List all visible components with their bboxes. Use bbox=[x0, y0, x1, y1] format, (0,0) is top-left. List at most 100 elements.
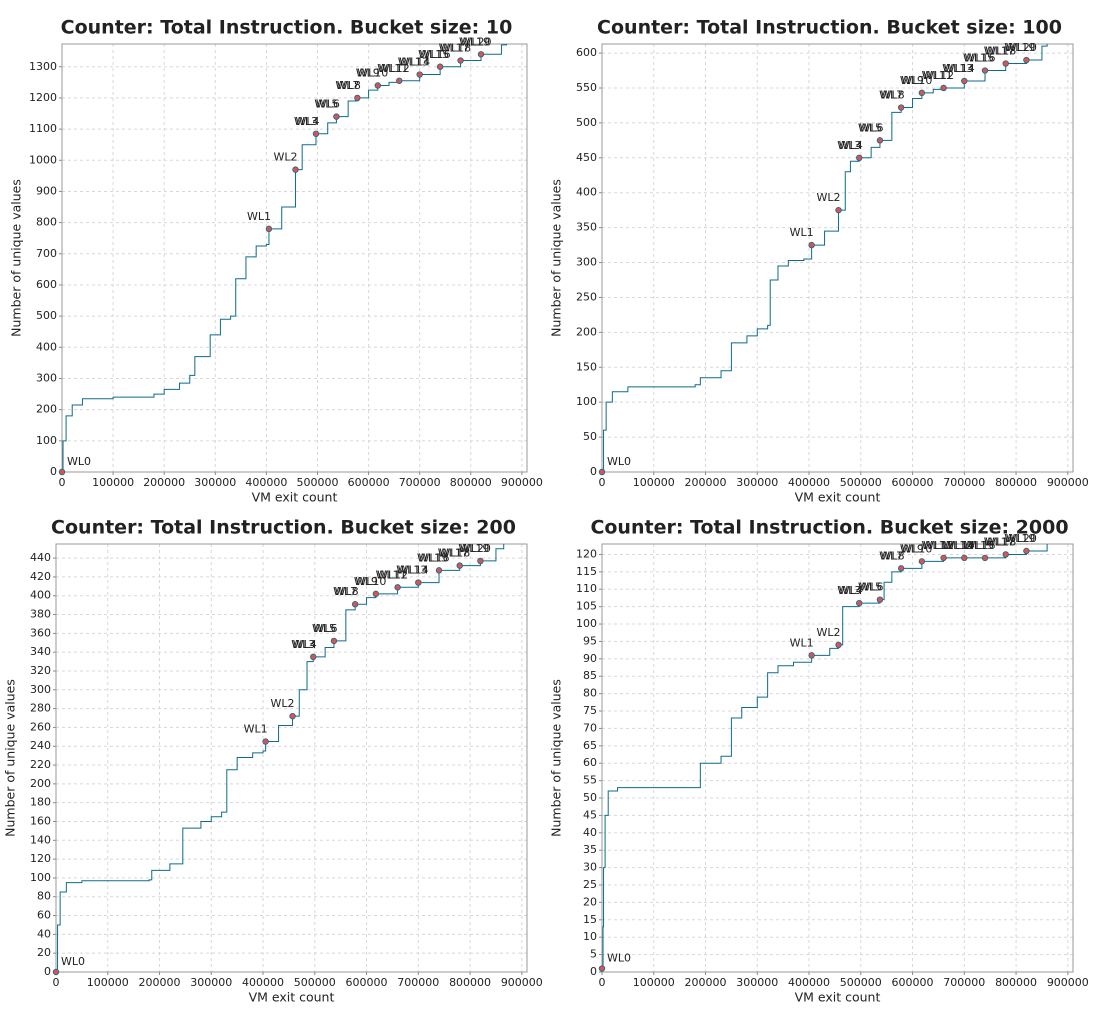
marker-label: WL15 bbox=[417, 551, 448, 564]
y-tick-label: 40 bbox=[37, 927, 51, 940]
marker bbox=[374, 82, 381, 89]
y-tick-label: 440 bbox=[30, 551, 51, 564]
y-tick-label: 45 bbox=[583, 808, 597, 821]
y-tick-label: 500 bbox=[36, 309, 57, 322]
y-tick-label: 340 bbox=[30, 645, 51, 658]
marker bbox=[436, 63, 444, 70]
marker-label: WL1 bbox=[790, 636, 814, 649]
x-tick-label: 400000 bbox=[788, 976, 830, 989]
y-tick-label: 100 bbox=[576, 617, 597, 630]
plot-frame bbox=[601, 43, 1074, 473]
y-tick-label: 60 bbox=[37, 909, 51, 922]
marker-label: WL0 bbox=[607, 455, 631, 468]
marker-label: WL17 bbox=[438, 547, 469, 560]
marker-label: WL9 bbox=[356, 66, 380, 79]
marker-label: WL6 bbox=[859, 581, 883, 594]
y-tick-label: 450 bbox=[576, 151, 597, 164]
x-tick-label: 300000 bbox=[736, 476, 778, 489]
marker bbox=[477, 557, 484, 565]
marker-label: WL9 bbox=[900, 542, 924, 555]
x-tick-label: 800000 bbox=[450, 476, 492, 489]
marker-label: WL19 bbox=[1004, 532, 1035, 545]
marker-label: WL13 bbox=[396, 564, 427, 577]
marker-label: WL1 bbox=[790, 226, 814, 239]
x-tick-label: 700000 bbox=[399, 476, 441, 489]
marker bbox=[897, 565, 905, 572]
marker-label: WL19 bbox=[458, 542, 489, 555]
y-tick-label: 15 bbox=[583, 913, 597, 926]
marker-label: WL12 bbox=[379, 62, 410, 75]
marker-label: WL13 bbox=[942, 62, 973, 75]
marker bbox=[598, 468, 606, 476]
y-tick-label: 0 bbox=[590, 965, 597, 978]
y-tick-label: 60 bbox=[583, 756, 597, 769]
y-tick-label: 0 bbox=[590, 465, 597, 478]
marker-label: WL10 bbox=[901, 542, 932, 555]
marker-label: WL9 bbox=[900, 74, 924, 87]
x-tick-label: 0 bbox=[59, 476, 66, 489]
y-tick-label: 80 bbox=[37, 890, 51, 903]
x-tick-label: 800000 bbox=[995, 976, 1037, 989]
marker-label: WL13 bbox=[398, 56, 429, 69]
marker-label: WL6 bbox=[313, 622, 337, 635]
x-tick-label: 200000 bbox=[143, 476, 185, 489]
marker bbox=[372, 590, 380, 598]
marker-label: WL4 bbox=[839, 584, 863, 597]
marker-label: WL11 bbox=[922, 69, 953, 82]
y-tick-label: 1300 bbox=[29, 60, 57, 73]
marker-label: WL16 bbox=[965, 539, 996, 552]
y-tick-label: 20 bbox=[37, 946, 51, 959]
x-tick-label: 500000 bbox=[296, 476, 338, 489]
marker-label: WL3 bbox=[294, 115, 318, 128]
chart-title: Counter: Total Instruction. Bucket size:… bbox=[597, 17, 1062, 39]
y-tick-label: 95 bbox=[583, 634, 597, 647]
marker-label: WL0 bbox=[67, 455, 91, 468]
marker bbox=[835, 206, 842, 214]
plot-frame bbox=[55, 543, 528, 973]
y-tick-label: 100 bbox=[36, 434, 57, 447]
x-tick-label: 400000 bbox=[788, 476, 830, 489]
y-tick-label: 600 bbox=[36, 278, 57, 291]
y-tick-label: 70 bbox=[583, 721, 597, 734]
marker bbox=[981, 67, 989, 74]
marker-label: WL2 bbox=[271, 697, 295, 710]
chart-title: Counter: Total Instruction. Bucket size:… bbox=[61, 17, 513, 39]
y-tick-label: 40 bbox=[583, 826, 597, 839]
y-tick-label: 600 bbox=[576, 46, 597, 59]
x-tick-label: 0 bbox=[53, 976, 60, 989]
x-tick-label: 300000 bbox=[190, 976, 232, 989]
y-tick-label: 240 bbox=[30, 739, 51, 752]
marker-label: WL6 bbox=[859, 121, 883, 134]
marker bbox=[808, 241, 815, 249]
marker-label: WL18 bbox=[440, 42, 471, 55]
x-tick-label: 100000 bbox=[92, 476, 134, 489]
y-tick-label: 150 bbox=[576, 360, 597, 373]
marker-label: WL20 bbox=[460, 542, 491, 555]
marker bbox=[835, 641, 842, 649]
x-tick-label: 900000 bbox=[1047, 476, 1089, 489]
x-tick-label: 900000 bbox=[1047, 976, 1089, 989]
marker-label: WL18 bbox=[985, 535, 1016, 548]
marker-label: WL16 bbox=[965, 52, 996, 65]
x-tick-label: 400000 bbox=[242, 976, 284, 989]
x-tick-label: 300000 bbox=[736, 976, 778, 989]
marker bbox=[876, 137, 884, 144]
marker-label: WL20 bbox=[461, 35, 492, 48]
marker bbox=[351, 601, 359, 608]
marker bbox=[1002, 60, 1009, 67]
marker-label: WL12 bbox=[377, 568, 408, 581]
y-tick-label: 380 bbox=[30, 608, 51, 621]
marker-label: WL14 bbox=[944, 62, 975, 75]
marker-label: WL10 bbox=[355, 575, 386, 588]
y-tick-label: 300 bbox=[30, 683, 51, 696]
y-tick-label: 1100 bbox=[29, 122, 57, 135]
marker-label: WL2 bbox=[274, 151, 298, 164]
marker-label: WL17 bbox=[984, 45, 1015, 58]
marker bbox=[52, 968, 60, 976]
y-tick-label: 120 bbox=[30, 852, 51, 865]
x-tick-label: 900000 bbox=[501, 476, 543, 489]
x-tick-label: 700000 bbox=[943, 476, 985, 489]
y-tick-label: 260 bbox=[30, 720, 51, 733]
y-axis-label: Number of unique values bbox=[549, 179, 564, 337]
marker-label: WL15 bbox=[418, 48, 449, 61]
